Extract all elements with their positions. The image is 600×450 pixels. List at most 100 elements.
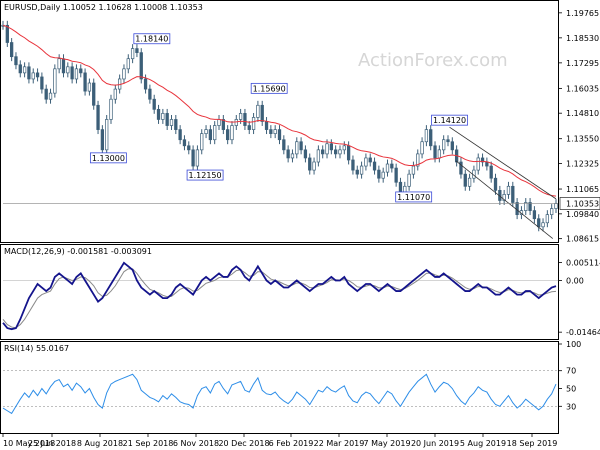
candle — [385, 163, 390, 173]
current-price-box — [559, 197, 600, 210]
rsi-panel — [0, 341, 559, 434]
candle — [541, 222, 545, 228]
candle — [524, 202, 528, 211]
candle — [506, 185, 511, 195]
candle — [312, 161, 316, 171]
channel-upper-line — [449, 126, 557, 200]
candle — [442, 139, 446, 151]
candle — [476, 157, 480, 171]
candle — [346, 145, 351, 161]
candle — [165, 113, 169, 126]
candle — [243, 113, 247, 126]
annotation-box — [133, 33, 171, 45]
candle — [416, 153, 420, 167]
candle — [264, 121, 269, 130]
y-tick-label: 30 — [566, 402, 576, 411]
candle — [403, 185, 407, 193]
candle — [143, 78, 148, 90]
main-panel — [0, 0, 559, 243]
candle — [92, 82, 96, 106]
candle — [5, 24, 9, 43]
candle — [247, 125, 251, 130]
y-tick-label: 70 — [566, 367, 576, 376]
candle — [377, 169, 381, 179]
annotation-label: 1.13000 — [92, 154, 125, 163]
candle — [433, 145, 437, 159]
candle — [325, 143, 329, 155]
candle — [35, 72, 40, 78]
candle — [66, 66, 70, 74]
candle — [485, 161, 489, 167]
candle — [40, 76, 44, 90]
candle — [122, 68, 126, 80]
annotation-label: 1.18140 — [135, 35, 168, 44]
candle — [83, 72, 87, 92]
candle — [299, 141, 303, 151]
candle — [226, 129, 230, 141]
candle — [480, 157, 485, 163]
candle — [269, 129, 273, 134]
candle — [537, 218, 541, 228]
candle — [398, 181, 403, 193]
candle — [195, 149, 200, 167]
macd-plot — [2, 261, 560, 331]
candle — [338, 149, 342, 155]
candle — [105, 119, 109, 151]
candle — [100, 129, 105, 151]
candle — [113, 88, 117, 100]
axes: 1.19765 1.18530 1.17295 1.16035 1.14810 1.135… — [2, 9, 600, 448]
x-tick-label: 25 Jun 2018 — [28, 439, 76, 448]
candle — [156, 108, 161, 120]
x-tick-label: 8 Aug 2018 — [77, 439, 123, 448]
candle — [260, 104, 264, 122]
candle — [169, 119, 174, 126]
y-tick-label: -0.014647 — [566, 328, 600, 337]
candle — [390, 163, 394, 169]
rsi-plot — [2, 370, 560, 415]
candle — [290, 153, 295, 159]
y-tick-label: 1.11065 — [566, 185, 599, 194]
candle — [424, 129, 429, 143]
candle — [87, 82, 92, 92]
annotation-box — [186, 169, 224, 181]
x-tick-label: 21 Sep 2018 — [123, 439, 174, 448]
y-tick-label: 1.12325 — [566, 160, 599, 169]
x-tick-label: 10 May 2018 — [3, 439, 55, 448]
candle — [554, 203, 558, 209]
annotation-label: 1.14120 — [433, 116, 466, 125]
candle — [234, 119, 238, 126]
annotation-label: 1.12150 — [189, 171, 222, 180]
candle — [221, 119, 225, 130]
candle — [22, 66, 27, 74]
candle — [178, 129, 182, 141]
candle — [161, 113, 165, 120]
candle — [79, 68, 83, 74]
macd-series-line — [2, 261, 557, 331]
candle — [126, 58, 130, 70]
y-tick-label: 1.08615 — [566, 235, 599, 244]
candle — [368, 157, 372, 163]
annotation-box — [395, 191, 433, 203]
current-price-label: 1.10353 — [566, 199, 599, 208]
candle — [191, 149, 195, 167]
candle — [187, 145, 191, 151]
x-tick-label: 6 Feb 2019 — [269, 439, 314, 448]
y-tick-label: 1.16035 — [566, 84, 599, 93]
candle — [74, 68, 79, 80]
candle — [463, 173, 467, 187]
candle — [256, 104, 260, 118]
rsi-line — [2, 373, 557, 415]
macd-series-line — [2, 268, 557, 329]
candle — [459, 161, 463, 175]
candle — [489, 165, 493, 179]
candle — [355, 169, 359, 175]
candle — [57, 58, 61, 70]
x-tick-label: 20 Jun 2019 — [411, 439, 459, 448]
candle — [381, 171, 385, 179]
annotation-box — [89, 152, 127, 164]
candle — [238, 113, 243, 120]
candle — [342, 145, 346, 151]
x-tick-label: 22 Mar 2019 — [314, 439, 365, 448]
candle — [308, 157, 312, 171]
